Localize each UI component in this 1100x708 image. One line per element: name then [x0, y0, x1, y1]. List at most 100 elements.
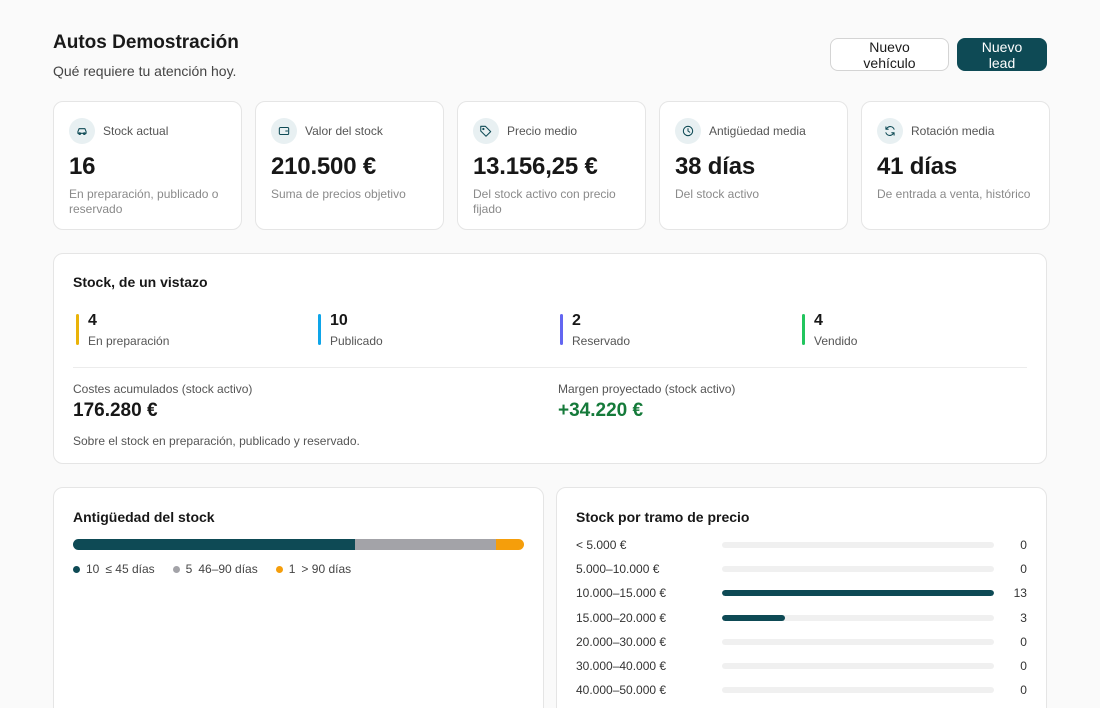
state-color-bar — [318, 314, 321, 345]
state-count: 2 — [572, 312, 581, 329]
costs-note: Sobre el stock en preparación, publicado… — [73, 434, 360, 448]
age-segment — [73, 539, 355, 550]
kpi-value: 210.500 € — [271, 153, 376, 180]
state-label: Publicado — [330, 334, 383, 348]
price-range-row: 40.000–50.000 € 0 — [576, 678, 1027, 702]
price-range-label: 5.000–10.000 € — [576, 562, 660, 577]
age-stacked-bar — [73, 539, 524, 550]
section-title: Stock, de un vistazo — [73, 274, 208, 290]
section-title: Stock por tramo de precio — [576, 509, 750, 525]
price-range-track — [721, 614, 995, 621]
kpi-description: Suma de precios objetivo — [271, 187, 406, 201]
state-sold: 4 Vendido — [802, 312, 857, 348]
state-count: 4 — [814, 312, 823, 329]
kpi-description: Del stock activo — [675, 187, 760, 201]
header-actions: Nuevo vehículo Nuevo lead — [830, 38, 1047, 71]
kpi-description: De entrada a venta, histórico — [877, 187, 1031, 201]
legend-item: 5 46–90 días — [172, 562, 258, 576]
state-color-bar — [802, 314, 805, 345]
car-icon — [69, 118, 95, 144]
new-vehicle-button[interactable]: Nuevo vehículo — [830, 38, 949, 71]
costs-value: 176.280 € — [73, 400, 158, 421]
kpi-value: 13.156,25 € — [473, 153, 598, 180]
price-range-row: < 5.000 € 0 — [576, 533, 1027, 557]
price-range-label: 30.000–40.000 € — [576, 659, 667, 674]
age-legend: 10 ≤ 45 días 5 46–90 días 1 > 90 días — [73, 562, 524, 576]
age-segment — [354, 539, 496, 550]
price-range-label: < 5.000 € — [576, 538, 627, 553]
state-label: Vendido — [814, 334, 858, 348]
stock-overview-card: Stock, de un vistazo 4 En preparación 10… — [53, 253, 1047, 464]
new-lead-button[interactable]: Nuevo lead — [957, 38, 1047, 71]
legend-dot — [73, 565, 80, 573]
price-range-track — [721, 566, 995, 573]
price-range-track — [721, 687, 995, 694]
legend-item: 1 > 90 días — [275, 562, 352, 576]
state-reserved: 2 Reservado — [560, 312, 630, 348]
state-published: 10 Publicado — [318, 312, 383, 348]
stock-states: 4 En preparación 10 Publicado 2 Reservad… — [73, 312, 1027, 348]
price-range-count: 0 — [1020, 562, 1027, 577]
price-range-fill — [721, 590, 995, 597]
state-color-bar — [76, 314, 79, 345]
legend-label: 46–90 días — [198, 562, 258, 576]
kpi-row: Stock actual 16 En preparación, publicad… — [53, 101, 1050, 230]
price-range-label: 20.000–30.000 € — [576, 634, 667, 649]
kpi-value: 16 — [69, 153, 96, 180]
kpi-label: Rotación media — [911, 124, 995, 138]
projected-margin: Margen proyectado (stock activo) +34.220… — [558, 382, 735, 422]
price-range-row: 10.000–15.000 € 13 — [576, 581, 1027, 605]
price-range-list: < 5.000 € 0 5.000–10.000 € 0 10.000–15.000 €… — [576, 533, 1027, 702]
legend-dot — [172, 565, 180, 573]
tag-icon — [473, 118, 499, 144]
divider — [73, 367, 1027, 368]
age-segment — [495, 539, 524, 550]
kpi-label: Precio medio — [507, 124, 578, 138]
price-range-label: 40.000–50.000 € — [576, 683, 667, 698]
stock-age-card: Antigüedad del stock 10 ≤ 45 días 5 46–9… — [53, 487, 544, 708]
margin-value: +34.220 € — [558, 400, 644, 421]
price-range-track — [721, 663, 995, 670]
clock-icon — [675, 118, 701, 144]
legend-item: 10 ≤ 45 días — [73, 562, 155, 576]
state-in-preparation: 4 En preparación — [76, 312, 169, 348]
price-range-count: 0 — [1020, 659, 1027, 674]
price-range-row: 20.000–30.000 € 0 — [576, 630, 1027, 654]
page-title: Autos Demostración — [53, 32, 239, 53]
legend-label: ≤ 45 días — [105, 562, 155, 576]
kpi-card-rotation: Rotación media 41 días De entrada a vent… — [861, 101, 1050, 230]
price-range-row: 15.000–20.000 € 3 — [576, 606, 1027, 630]
state-count: 10 — [330, 312, 348, 329]
price-range-track — [721, 638, 995, 645]
legend-label: > 90 días — [301, 562, 352, 576]
price-range-label: 15.000–20.000 € — [576, 610, 667, 625]
section-title: Antigüedad del stock — [73, 509, 215, 525]
legend-count: 5 — [185, 562, 193, 576]
costs-label: Costes acumulados (stock activo) — [73, 382, 253, 396]
legend-count: 1 — [288, 562, 296, 576]
price-range-label: 10.000–15.000 € — [576, 586, 667, 601]
kpi-value: 38 días — [675, 153, 755, 180]
price-range-row: 30.000–40.000 € 0 — [576, 654, 1027, 678]
refresh-icon — [877, 118, 903, 144]
price-range-fill — [721, 614, 785, 621]
kpi-description: En preparación, publicado o reservado — [69, 187, 219, 216]
kpi-card-stock-value: Valor del stock 210.500 € Suma de precio… — [255, 101, 444, 230]
kpi-description: Del stock activo con precio fijado — [473, 187, 616, 216]
kpi-label: Valor del stock — [305, 124, 383, 138]
state-count: 4 — [88, 312, 97, 329]
legend-dot — [275, 565, 283, 573]
kpi-value: 41 días — [877, 153, 957, 180]
page-subtitle: Qué requiere tu atención hoy. — [53, 63, 237, 79]
kpi-label: Stock actual — [103, 124, 169, 138]
price-range-count: 0 — [1020, 538, 1027, 553]
price-range-track — [721, 590, 995, 597]
state-color-bar — [560, 314, 563, 345]
price-range-count: 3 — [1020, 610, 1027, 625]
price-range-count: 13 — [1013, 586, 1027, 601]
kpi-card-stock: Stock actual 16 En preparación, publicad… — [53, 101, 242, 230]
price-range-count: 0 — [1020, 683, 1027, 698]
wallet-icon — [271, 118, 297, 144]
price-range-row: 5.000–10.000 € 0 — [576, 557, 1027, 581]
kpi-card-average-price: Precio medio 13.156,25 € Del stock activ… — [457, 101, 646, 230]
